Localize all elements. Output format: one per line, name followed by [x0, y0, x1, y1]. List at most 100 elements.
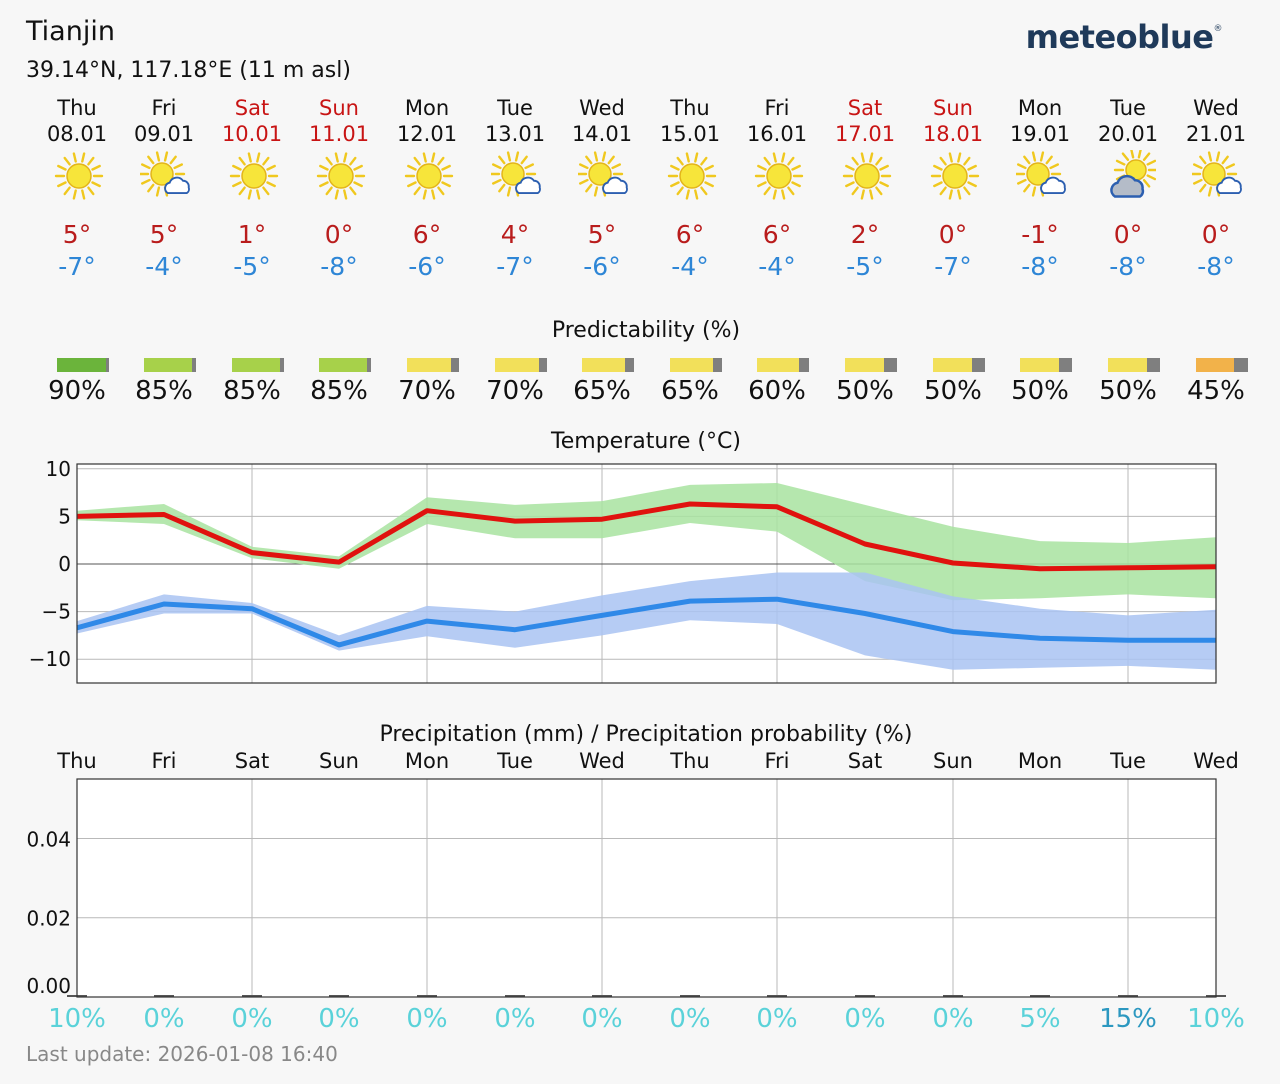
precip-day-label: Mon: [1017, 749, 1063, 773]
predictability-remainder: [367, 358, 371, 372]
max-temperature-line: [76, 501, 1217, 572]
precip-probability: 10%: [48, 1004, 106, 1034]
day-name: Wed: [1193, 96, 1239, 120]
day-name: Tue: [497, 96, 533, 120]
sun-cloud-icon: [491, 151, 541, 197]
day-date: 13.01: [484, 122, 546, 146]
day-name: Thu: [670, 96, 710, 120]
max-temperature: -1°: [1021, 220, 1059, 249]
y-tick-label: 0: [58, 552, 71, 576]
precip-day-label: Sun: [319, 749, 359, 773]
predictability-remainder: [1234, 358, 1248, 372]
sun-icon: [842, 152, 892, 200]
temperature-title: Temperature (°C): [551, 429, 741, 454]
max-temperature: 0°: [938, 220, 968, 249]
sun-icon: [316, 152, 366, 200]
day-name: Mon: [404, 96, 450, 120]
predictability-title: Predictability (%): [551, 318, 741, 343]
min-temperature: -4°: [671, 252, 709, 281]
day-name: Sat: [847, 96, 883, 120]
precip-day-label: Thu: [57, 749, 97, 773]
precip-probability: 0%: [318, 1004, 360, 1034]
cloud-sun-icon: [1110, 150, 1156, 198]
sun-icon: [229, 152, 279, 200]
max-temperature: 1°: [237, 220, 267, 249]
predictability-fill: [144, 358, 192, 372]
logo-text: meteoblue: [1025, 18, 1214, 56]
precip-probability: 15%: [1099, 1004, 1157, 1034]
min-temperature: -8°: [320, 252, 358, 281]
plot-area: [77, 779, 1216, 997]
predictability-bar: [232, 358, 284, 372]
precip-day-label: Wed: [579, 749, 625, 773]
day-name: Tue: [1110, 96, 1146, 120]
min-temperature: -7°: [496, 252, 534, 281]
day-date: 21.01: [1185, 122, 1247, 146]
predictability-remainder: [1147, 358, 1160, 372]
predictability-value: 45%: [1187, 376, 1245, 406]
predictability-remainder: [280, 358, 284, 372]
predictability-remainder: [451, 358, 459, 372]
max-temperature: 6°: [412, 220, 442, 249]
max-temperature: 0°: [324, 220, 354, 249]
precipitation-bar: [242, 995, 262, 997]
y-tick-label: 0.00: [26, 974, 71, 998]
predictability-fill: [407, 358, 451, 372]
predictability-value: 85%: [310, 376, 368, 406]
day-date: 17.01: [834, 122, 896, 146]
predictability-remainder: [106, 358, 109, 372]
predictability-bar: [582, 358, 634, 372]
precip-probability: 5%: [1019, 1004, 1061, 1034]
predictability-remainder: [884, 358, 897, 372]
min-temperature: -4°: [145, 252, 183, 281]
min-temperature-line: [76, 596, 1216, 648]
city-name: Tianjin: [26, 16, 115, 47]
sun-cloud-icon: [1192, 151, 1242, 197]
meteoblue-logo[interactable]: meteoblue®: [1025, 18, 1223, 56]
precip-day-label: Mon: [404, 749, 450, 773]
max-temperature: 5°: [587, 220, 617, 249]
max-temperature: 0°: [1201, 220, 1231, 249]
max-temperature: 5°: [62, 220, 92, 249]
y-tick-label: 5: [58, 504, 71, 528]
min-temperature: -4°: [758, 252, 796, 281]
day-name: Mon: [1017, 96, 1063, 120]
precipitation-bar: [855, 995, 875, 997]
predictability-remainder: [972, 358, 985, 372]
predictability-value: 50%: [1099, 376, 1157, 406]
day-name: Sun: [319, 96, 359, 120]
y-tick-label: 0.04: [26, 827, 71, 851]
predictability-value: 50%: [924, 376, 982, 406]
precip-day-label: Sun: [933, 749, 973, 773]
sun-icon: [754, 152, 804, 200]
precipitation-bar: [505, 995, 525, 997]
predictability-remainder: [192, 358, 196, 372]
precip-probability: 10%: [1187, 1004, 1245, 1034]
precipitation-bar: [680, 995, 700, 997]
predictability-fill: [582, 358, 625, 372]
precip-day-label: Sat: [234, 749, 270, 773]
predictability-bar: [845, 358, 897, 372]
predictability-value: 85%: [135, 376, 193, 406]
predictability-bar: [495, 358, 547, 372]
predictability-bar: [1196, 358, 1248, 372]
predictability-value: 50%: [1011, 376, 1069, 406]
predictability-bar: [933, 358, 985, 372]
max-temperature: 6°: [675, 220, 705, 249]
predictability-value: 90%: [48, 376, 106, 406]
predictability-value: 50%: [836, 376, 894, 406]
precipitation-bar: [943, 995, 963, 997]
precip-probability: 0%: [494, 1004, 536, 1034]
precipitation-bar: [1118, 995, 1138, 997]
max-temperature: 6°: [762, 220, 792, 249]
day-name: Sun: [933, 96, 973, 120]
predictability-remainder: [539, 358, 547, 372]
precip-probability: 0%: [143, 1004, 185, 1034]
predictability-bar: [144, 358, 196, 372]
day-date: 12.01: [396, 122, 458, 146]
precipitation-bar: [592, 995, 612, 997]
day-name: Fri: [151, 96, 177, 120]
precip-probability: 0%: [581, 1004, 623, 1034]
predictability-bar: [757, 358, 809, 372]
predictability-fill: [319, 358, 367, 372]
